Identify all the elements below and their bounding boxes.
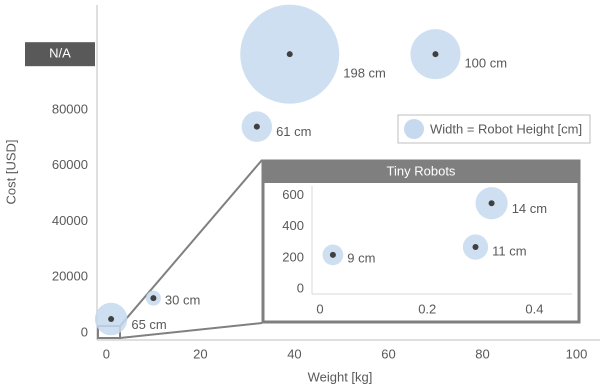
- x-tick-label: 20: [193, 346, 207, 361]
- na-band: [25, 42, 95, 67]
- zoom-connector: [119, 159, 263, 327]
- data-label: 65 cm: [131, 317, 166, 332]
- x-tick-label: 40: [287, 346, 301, 361]
- data-label: 9 cm: [347, 250, 375, 265]
- data-label: 30 cm: [165, 293, 200, 308]
- x-tick-label: 80: [475, 346, 489, 361]
- robot-dot: [253, 123, 260, 130]
- legend-swatch: [404, 119, 424, 139]
- y-tick-label: N/A: [49, 46, 71, 61]
- robot-dot: [329, 251, 336, 258]
- y-tick-label: 20000: [52, 269, 88, 284]
- zoom-connector: [119, 322, 263, 339]
- robot-dot: [472, 244, 479, 251]
- inset-title: Tiny Robots: [387, 163, 456, 178]
- x-tick-label: 100: [566, 346, 588, 361]
- y-tick-label: 60000: [52, 157, 88, 172]
- robot-dot: [488, 200, 495, 207]
- y-axis-title: Cost [USD]: [3, 139, 18, 204]
- data-label: 61 cm: [276, 124, 311, 139]
- data-label: 198 cm: [343, 65, 386, 80]
- robot-dot: [286, 51, 293, 58]
- legend-label: Width = Robot Height [cm]: [430, 121, 582, 136]
- data-label: 11 cm: [492, 244, 526, 259]
- y-tick-label: 80000: [52, 101, 88, 116]
- x-tick-label: 0: [316, 301, 323, 316]
- y-tick-label: 0: [297, 281, 304, 296]
- y-tick-label: 0: [81, 324, 88, 339]
- y-tick-label: 40000: [52, 213, 88, 228]
- inset-frame: [261, 159, 581, 324]
- x-tick-label: 0.2: [418, 301, 436, 316]
- x-tick-label: 60: [381, 346, 395, 361]
- y-tick-label: 200: [282, 249, 304, 264]
- robot-dot: [432, 51, 439, 58]
- inset-title-bar: [263, 161, 579, 183]
- x-axis-title: Weight [kg]: [308, 369, 373, 384]
- x-tick-label: 0: [103, 346, 110, 361]
- data-label: 14 cm: [512, 201, 547, 216]
- data-label: 100 cm: [464, 56, 507, 71]
- legend: [397, 114, 591, 144]
- robot-dot: [108, 316, 115, 323]
- x-tick-label: 0.4: [525, 301, 543, 316]
- robot-dot: [150, 295, 157, 302]
- y-tick-label: 400: [282, 218, 304, 233]
- y-tick-label: 600: [282, 187, 304, 202]
